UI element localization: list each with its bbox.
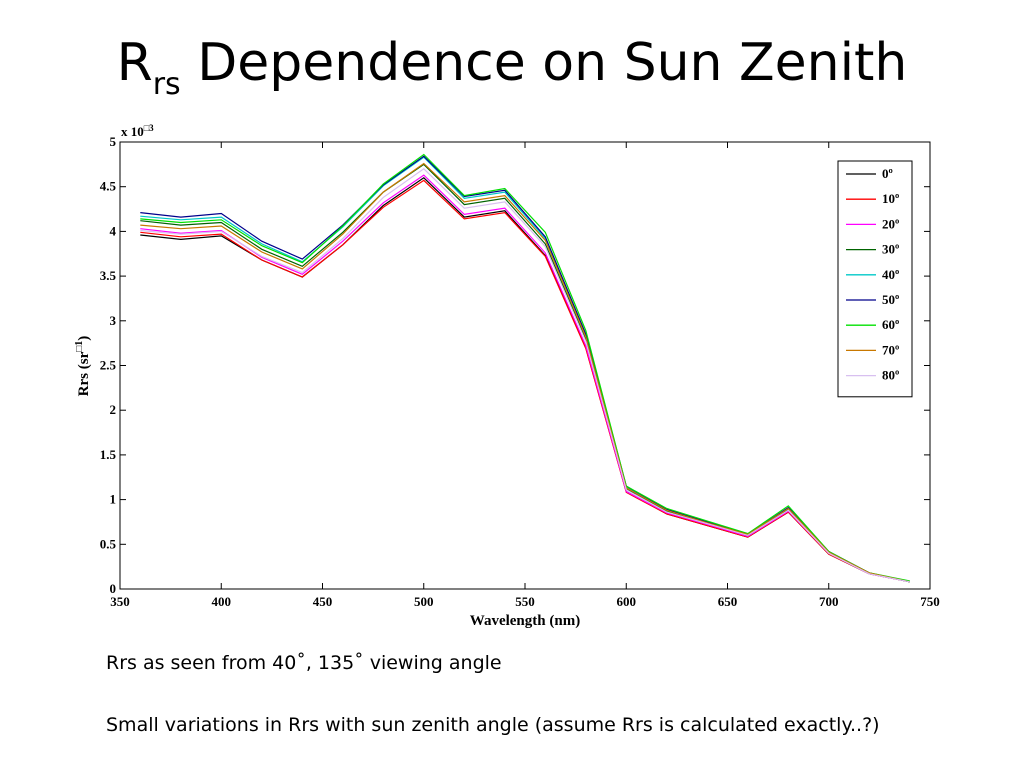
y-tick-label: 1.5 <box>100 447 117 462</box>
x-axis-label: Wavelength (nm) <box>470 613 580 629</box>
y-tick-label: 4.5 <box>100 179 117 194</box>
series-line-70deg <box>140 162 910 583</box>
note-variation: Small variations in Rrs with sun zenith … <box>106 714 880 736</box>
legend-label: 10º <box>882 191 899 206</box>
legend-label: 40º <box>882 267 899 282</box>
x-tick-label: 750 <box>920 594 940 609</box>
title-rest: Dependence on Sun Zenith <box>180 33 908 93</box>
slide-title: Rrs Dependence on Sun Zenith <box>0 28 1024 120</box>
x-tick-label: 700 <box>819 594 839 609</box>
note-viewing-angle: Rrs as seen from 40˚, 135˚ viewing angle <box>106 652 502 674</box>
x-tick-label: 600 <box>617 594 637 609</box>
y-tick-label: 3 <box>110 313 117 328</box>
chart-legend: 0º 10º 20º 30º 40º 50º 60º 70º 80º <box>837 160 913 398</box>
legend-box <box>837 160 913 398</box>
x-tick-label: 550 <box>515 594 535 609</box>
title-subscript: rs <box>152 67 181 102</box>
y-tick-label: 1 <box>110 492 117 507</box>
y-tick-label: 5 <box>110 134 117 149</box>
y-axis-label: Rrs (sr□1) <box>74 336 92 397</box>
series-line-20deg <box>140 174 910 583</box>
x-tick-label: 400 <box>212 594 232 609</box>
series-line-60deg <box>140 153 910 582</box>
legend-label: 60º <box>882 317 899 332</box>
rrs-line-chart: 350 400 450 500 550 600 650 700 750 0 0.5 1 1.5 2 2.5 3… <box>74 123 940 629</box>
series-line-80deg <box>140 168 910 583</box>
y-tick-label: 0.5 <box>100 536 117 551</box>
x-tick-label: 650 <box>718 594 738 609</box>
legend-label: 80º <box>882 368 899 383</box>
title-main: R <box>116 33 153 93</box>
chart-series-lines <box>140 153 910 583</box>
legend-label: 0º <box>882 166 893 181</box>
y-tick-label: 3.5 <box>100 268 117 283</box>
y-tick-label: 2 <box>110 402 117 417</box>
series-line-50deg <box>140 155 910 583</box>
x-tick-label: 350 <box>110 594 130 609</box>
legend-label: 30º <box>882 242 899 257</box>
plot-area <box>120 142 930 589</box>
legend-label: 70º <box>882 342 899 357</box>
y-scale-factor: x 10□3 <box>121 123 154 139</box>
legend-label: 20º <box>882 216 899 231</box>
chart-ticks: 350 400 450 500 550 600 650 700 750 0 0.5 1 1.5 2 2.5 3… <box>100 134 940 609</box>
series-line-30deg <box>140 163 910 583</box>
legend-label: 50º <box>882 292 899 307</box>
y-tick-label: 0 <box>110 581 117 596</box>
y-tick-label: 2.5 <box>100 358 117 373</box>
chart-background <box>120 142 930 589</box>
series-line-10deg <box>140 179 910 583</box>
x-tick-label: 450 <box>313 594 333 609</box>
x-tick-label: 500 <box>414 594 434 609</box>
y-tick-label: 4 <box>110 223 117 238</box>
